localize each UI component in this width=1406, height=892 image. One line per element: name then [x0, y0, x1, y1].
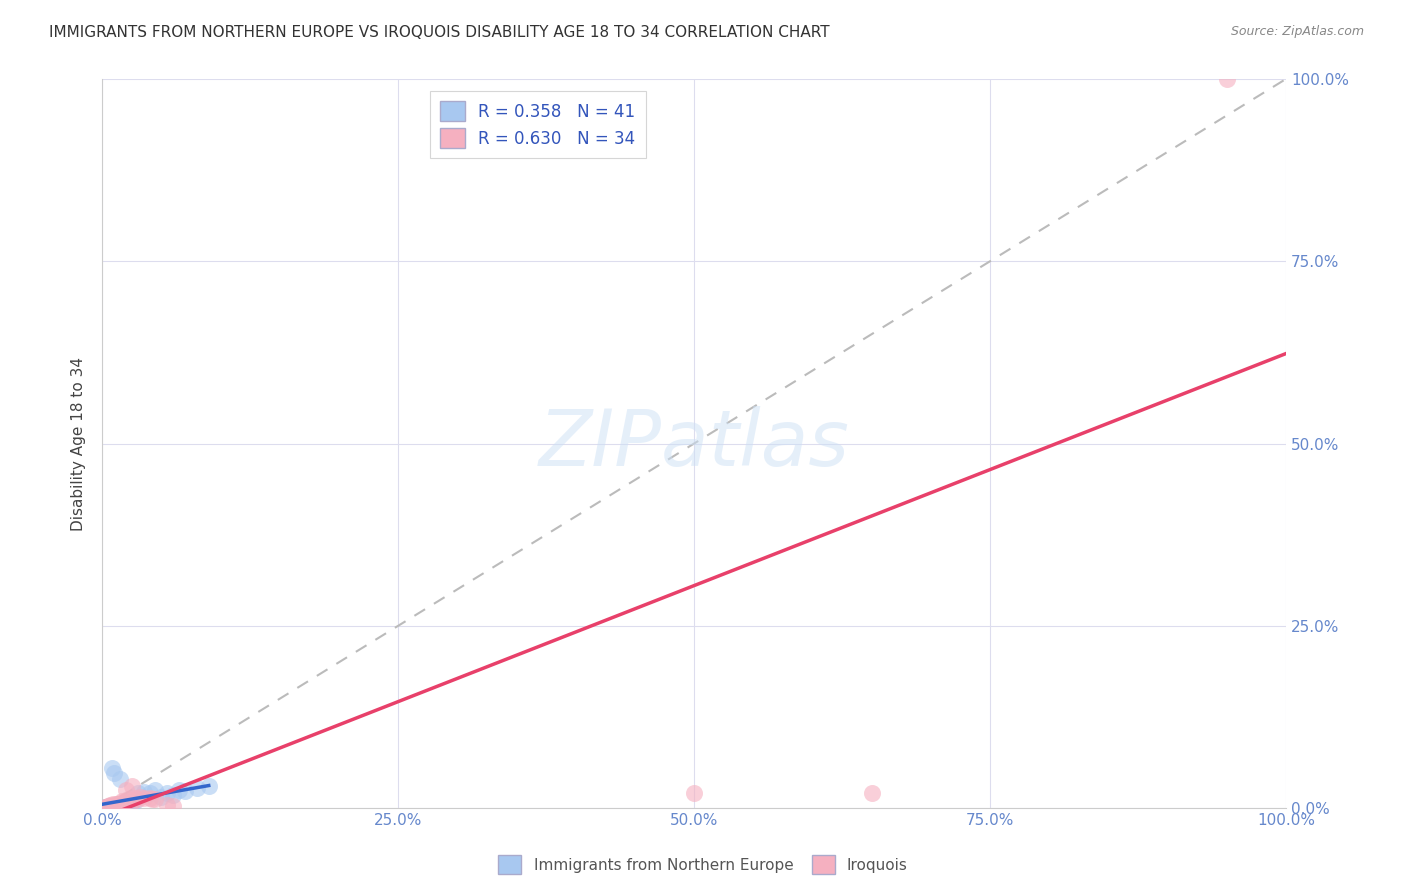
Point [107, 798, 129, 813]
Point [100, 761, 122, 775]
Point [115, 797, 138, 811]
Point [100, 800, 122, 814]
Point [108, 772, 131, 786]
Point [115, 794, 138, 808]
Point [115, 782, 138, 797]
Point [1216, 72, 1239, 87]
Point [111, 797, 134, 812]
Point [145, 792, 167, 806]
Text: IMMIGRANTS FROM NORTHERN EUROPE VS IROQUOIS DISABILITY AGE 18 TO 34 CORRELATION : IMMIGRANTS FROM NORTHERN EUROPE VS IROQU… [49, 25, 830, 40]
Legend: Immigrants from Northern Europe, Iroquois: Immigrants from Northern Europe, Iroquoi… [492, 849, 914, 880]
Point [117, 795, 139, 809]
Point [141, 791, 163, 805]
Point [94, 799, 117, 814]
Point [103, 798, 125, 813]
Point [860, 787, 883, 801]
Point [107, 797, 129, 811]
Point [110, 797, 132, 811]
Point [97, 800, 120, 814]
Point [105, 797, 128, 812]
Point [100, 798, 122, 813]
Point [138, 786, 160, 800]
Point [94, 800, 117, 814]
Point [105, 798, 128, 813]
Point [138, 790, 160, 805]
Point [98, 799, 121, 814]
Point [162, 798, 184, 813]
Point [100, 799, 122, 814]
Point [156, 787, 179, 801]
Text: ZIPatlas: ZIPatlas [538, 406, 849, 482]
Point [112, 795, 135, 809]
Point [162, 788, 184, 802]
Y-axis label: Disability Age 18 to 34: Disability Age 18 to 34 [72, 357, 86, 531]
Point [103, 798, 125, 813]
Point [111, 794, 134, 808]
Point [97, 798, 120, 813]
Point [127, 787, 149, 801]
Point [100, 799, 122, 814]
Point [683, 787, 706, 801]
Point [103, 799, 125, 814]
Point [97, 799, 120, 814]
Point [121, 779, 143, 793]
Point [101, 797, 124, 812]
Point [100, 798, 122, 813]
Point [127, 792, 149, 806]
Point [110, 797, 132, 812]
Point [150, 790, 173, 805]
Point [98, 798, 121, 813]
Point [121, 795, 143, 809]
Legend: R = 0.358   N = 41, R = 0.630   N = 34: R = 0.358 N = 41, R = 0.630 N = 34 [430, 91, 645, 158]
Point [112, 796, 135, 810]
Point [96, 800, 118, 814]
Point [124, 794, 146, 808]
Point [104, 798, 127, 813]
Point [174, 784, 197, 798]
Point [132, 790, 155, 805]
Point [129, 790, 152, 805]
Point [101, 799, 124, 814]
Point [197, 779, 219, 793]
Point [96, 800, 118, 814]
Point [104, 798, 127, 813]
Point [103, 766, 125, 780]
Point [100, 798, 122, 813]
Point [97, 799, 120, 814]
Point [98, 798, 121, 813]
Point [107, 797, 129, 812]
Point [108, 796, 131, 810]
Point [121, 795, 143, 809]
Point [117, 792, 139, 806]
Point [124, 790, 146, 805]
Point [132, 785, 155, 799]
Point [156, 798, 179, 813]
Point [145, 782, 167, 797]
Point [93, 800, 115, 814]
Point [108, 798, 131, 813]
Text: Source: ZipAtlas.com: Source: ZipAtlas.com [1230, 25, 1364, 38]
Point [167, 782, 190, 797]
Point [96, 799, 118, 814]
Point [93, 800, 115, 814]
Point [186, 781, 208, 796]
